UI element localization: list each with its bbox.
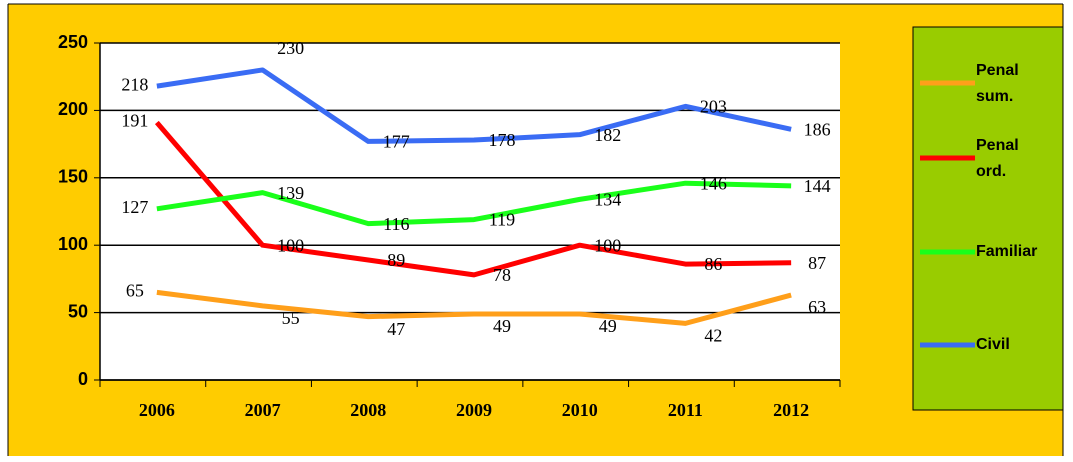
legend-entry: Familiar	[976, 243, 1038, 260]
data-label: 191	[121, 111, 148, 131]
data-label: 49	[599, 316, 617, 336]
data-label: 100	[594, 235, 621, 255]
y-tick-label: 200	[58, 99, 88, 119]
y-tick-label: 100	[58, 234, 88, 254]
data-label: 119	[489, 210, 515, 230]
data-label: 127	[121, 197, 148, 217]
data-label: 78	[493, 265, 511, 285]
data-label: 203	[700, 96, 727, 116]
x-tick-label: 2006	[139, 400, 175, 420]
data-label: 186	[804, 119, 831, 139]
legend-label: Familiar	[976, 243, 1038, 260]
x-tick-label: 2008	[350, 400, 386, 420]
y-tick-label: 0	[78, 369, 88, 389]
data-label: 182	[594, 125, 621, 145]
series-line	[156, 289, 792, 326]
data-label: 49	[493, 316, 511, 336]
data-label: 42	[704, 326, 722, 346]
data-label: 100	[277, 235, 304, 255]
x-tick-label: 2007	[245, 400, 281, 420]
legend-label: Penal sum.	[976, 63, 1019, 105]
x-tick-label: 2011	[668, 400, 703, 420]
legend-label: Civil	[976, 336, 1010, 353]
y-tick-label: 150	[58, 167, 88, 187]
data-label: 55	[282, 308, 300, 328]
data-label: 144	[804, 176, 831, 196]
series-line	[156, 180, 792, 227]
legend-entry: Civil	[976, 336, 1010, 353]
data-label: 139	[277, 183, 304, 203]
x-tick-label: 2012	[773, 400, 809, 420]
plot-area	[100, 43, 840, 380]
data-label: 116	[383, 214, 409, 234]
data-label: 65	[126, 281, 144, 301]
data-label: 134	[594, 189, 621, 209]
data-label: 63	[808, 297, 826, 317]
y-tick-label: 250	[58, 32, 88, 52]
legend-entry: Penal ord.	[976, 138, 1019, 180]
y-tick-label: 50	[68, 301, 88, 321]
legend-label: Penal ord.	[976, 138, 1019, 180]
data-label: 177	[383, 132, 410, 152]
data-label: 230	[277, 38, 304, 58]
data-label: 146	[700, 173, 727, 193]
data-label: 87	[808, 253, 826, 273]
x-tick-label: 2009	[456, 400, 492, 420]
data-label: 86	[704, 254, 722, 274]
x-tick-label: 2010	[562, 400, 598, 420]
data-label: 47	[387, 319, 405, 339]
series-line	[154, 120, 792, 278]
data-label: 218	[121, 74, 148, 94]
data-label: 89	[387, 250, 405, 270]
data-label: 178	[489, 130, 516, 150]
legend-entry: Penal sum.	[976, 63, 1019, 105]
series-line	[156, 67, 792, 144]
